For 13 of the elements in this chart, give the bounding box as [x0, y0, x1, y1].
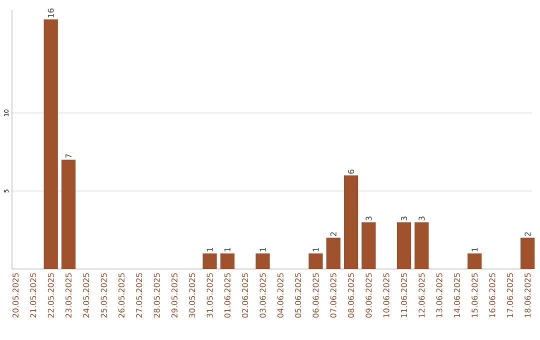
bar	[414, 222, 429, 269]
bar	[520, 238, 535, 269]
bar	[202, 253, 217, 269]
bar	[256, 253, 270, 269]
bar	[468, 253, 482, 269]
bar	[326, 238, 340, 269]
bar	[362, 222, 376, 269]
bar	[344, 175, 358, 269]
bar	[396, 222, 412, 269]
bar	[308, 253, 323, 269]
bar	[220, 253, 234, 269]
bar	[44, 19, 58, 269]
bar	[61, 160, 76, 269]
